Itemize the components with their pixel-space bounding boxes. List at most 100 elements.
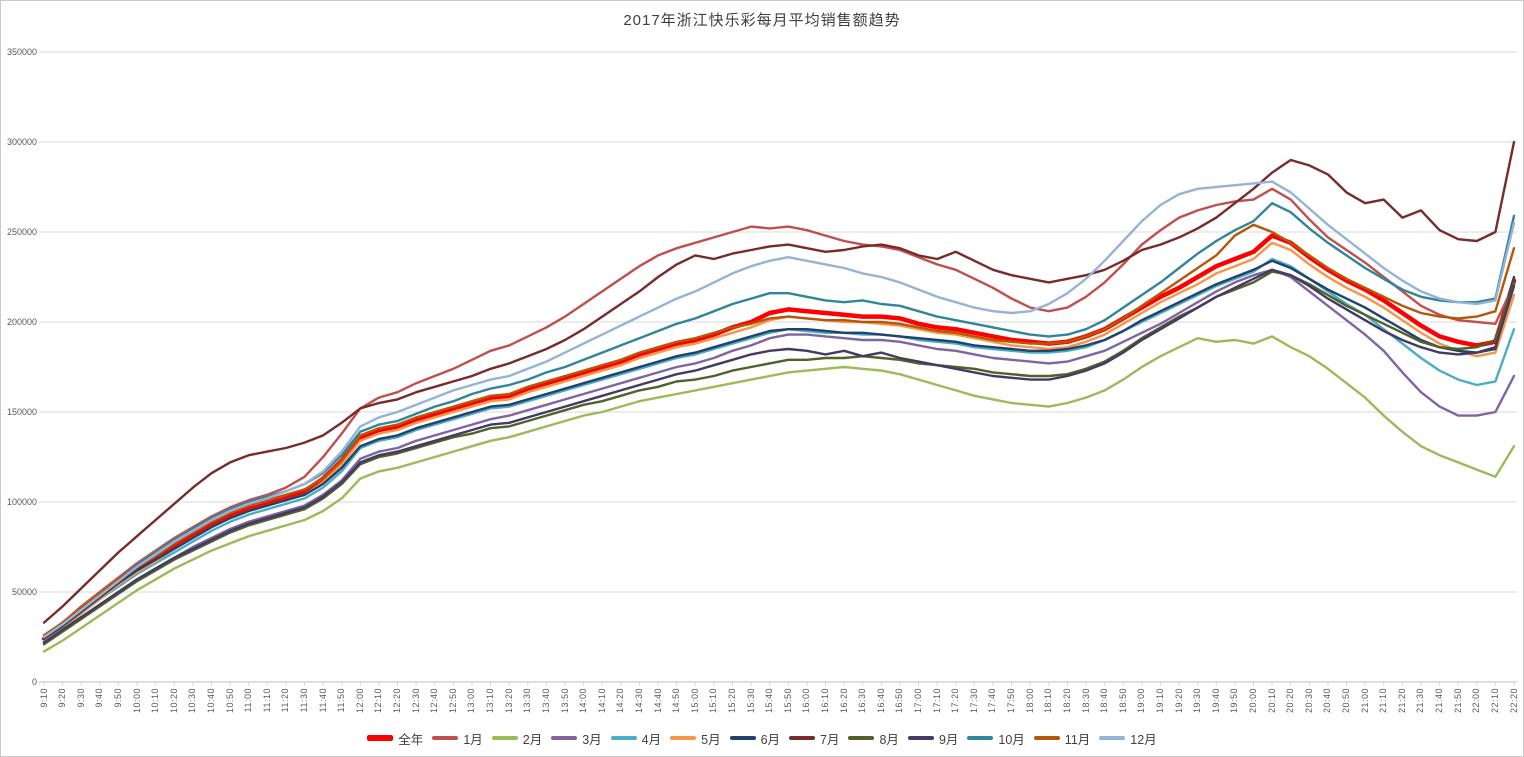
legend-label: 全年: [398, 732, 424, 747]
series-line-3月: [42, 268, 1516, 644]
x-axis-label: 11:20: [280, 688, 291, 713]
legend-item-5月: 5月: [670, 729, 721, 748]
series-line-7月: [42, 140, 1516, 624]
legend-label: 11月: [1064, 732, 1091, 747]
x-axis-label: 13:20: [503, 688, 514, 714]
x-axis-label: 9:50: [112, 688, 123, 708]
x-axis-label: 20:40: [1322, 688, 1333, 714]
legend-label: 3月: [582, 732, 602, 747]
chart-title: 2017年浙江快乐彩每月平均销售额趋势: [623, 12, 901, 29]
x-axis-label: 19:50: [1229, 688, 1240, 714]
x-axis-label: 10:50: [224, 688, 235, 714]
x-axis-label: 9:40: [94, 688, 105, 708]
y-axis-label: 150000: [6, 407, 37, 417]
x-axis-label: 11:50: [336, 688, 347, 713]
legend-swatch-icon: [610, 736, 637, 740]
x-axis-label: 20:50: [1341, 688, 1352, 714]
x-axis-label: 11:40: [317, 688, 328, 713]
x-axis-label: 16:10: [820, 688, 831, 714]
x-axis-label: 15:20: [726, 688, 737, 714]
x-axis-label: 14:00: [578, 688, 589, 714]
legend-label: 6月: [760, 732, 781, 747]
x-axis-label: 13:40: [540, 688, 551, 714]
x-axis-label: 20:10: [1266, 688, 1277, 714]
legend-swatch-icon: [907, 736, 934, 740]
x-axis-label: 12:40: [429, 688, 440, 714]
legend-swatch-icon: [551, 736, 578, 740]
x-axis-label: 12:30: [410, 688, 421, 714]
y-axis-label: 350000: [6, 47, 37, 57]
x-axis-label: 10:00: [131, 688, 142, 714]
legend-swatch-icon: [670, 736, 697, 740]
x-axis-label: 19:40: [1210, 688, 1221, 714]
x-axis-label: 15:30: [745, 688, 756, 714]
x-axis-label: 11:00: [243, 688, 254, 713]
x-axis-label: 18:20: [1061, 688, 1072, 714]
x-axis-label: 22:20: [1508, 688, 1519, 714]
x-axis-label: 17:50: [1006, 688, 1017, 714]
legend-item-6月: 6月: [729, 729, 781, 748]
x-axis-label: 15:10: [708, 688, 719, 714]
x-axis-label: 18:30: [1080, 688, 1091, 714]
x-axis-label: 17:30: [968, 688, 979, 714]
x-axis-label: 21:20: [1396, 688, 1407, 714]
x-axis-label: 14:40: [652, 688, 663, 714]
x-axis-label: 16:00: [801, 688, 812, 714]
legend-swatch-icon: [729, 736, 756, 740]
x-axis-label: 20:00: [1247, 688, 1258, 714]
series-line-9月: [42, 268, 1516, 644]
x-axis-label: 20:20: [1285, 688, 1296, 714]
x-axis-label: 18:50: [1117, 688, 1128, 714]
x-axis-label: 15:40: [764, 688, 775, 714]
legend: 全年 1月 2月 3月 4月 5月 6月 7月 8月 9月 10月 11月 12月: [1, 725, 1523, 751]
x-axis-label: 21:00: [1359, 688, 1370, 714]
y-axis-label: 200000: [6, 317, 37, 327]
x-axis-label: 10:10: [150, 688, 161, 714]
x-axis-label: 17:20: [950, 688, 961, 714]
x-axis-label: 16:50: [894, 688, 905, 714]
x-axis-label: 22:10: [1489, 688, 1500, 714]
legend-label: 1月: [463, 732, 483, 747]
x-axis-label: 21:40: [1434, 688, 1445, 714]
x-axis-label: 16:20: [838, 688, 849, 714]
series-line-4月: [42, 257, 1516, 642]
x-axis-label: 15:50: [782, 688, 793, 714]
legend-swatch-icon: [848, 736, 875, 740]
series-line-8月: [42, 270, 1516, 646]
legend-swatch-icon: [491, 736, 518, 740]
legend-label: 10月: [998, 732, 1025, 747]
series-line-1月: [42, 187, 1516, 639]
x-axis-label: 22:00: [1471, 688, 1482, 714]
series-line-12月: [42, 180, 1516, 639]
series-line-11月: [42, 223, 1516, 637]
x-axis-label: 9:10: [38, 688, 49, 708]
x-axis-label: 19:20: [1173, 688, 1184, 714]
x-axis-label: 14:50: [671, 688, 682, 714]
x-axis-label: 11:10: [261, 688, 272, 713]
legend-label: 4月: [641, 732, 662, 747]
legend-swatch-icon: [1099, 736, 1126, 740]
legend-item-2月: 2月: [491, 729, 542, 748]
x-axis-label: 18:10: [1043, 688, 1054, 714]
x-axis-label: 13:00: [466, 688, 477, 714]
y-axis-label: 50000: [11, 587, 37, 597]
legend-swatch-icon: [967, 736, 994, 740]
legend-item-9月: 9月: [907, 729, 958, 748]
x-axis-label: 11:30: [299, 688, 309, 713]
x-axis-label: 12:10: [373, 688, 384, 714]
legend-label: 7月: [820, 732, 840, 747]
x-axis-label: 21:50: [1452, 688, 1463, 714]
x-axis-label: 12:20: [392, 688, 403, 714]
legend-swatch-icon: [367, 735, 394, 741]
legend-item-1月: 1月: [432, 729, 483, 748]
y-axis-label: 0: [31, 677, 37, 687]
legend-label: 8月: [879, 732, 899, 747]
x-axis-label: 21:10: [1378, 688, 1389, 714]
x-axis-label: 17:10: [931, 688, 942, 714]
legend-item-8月: 8月: [848, 729, 899, 748]
x-axis-label: 12:50: [447, 688, 458, 714]
x-axis-label: 17:40: [987, 688, 998, 714]
y-axis-label: 300000: [6, 137, 37, 147]
x-axis-label: 9:30: [75, 688, 86, 708]
